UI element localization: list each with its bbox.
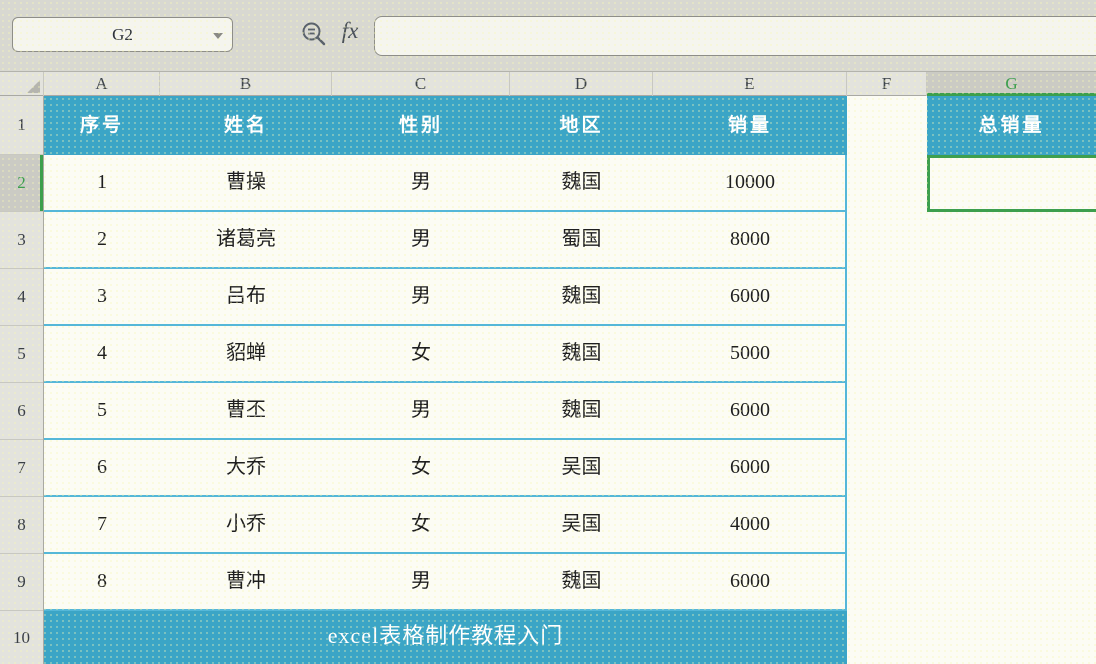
table-footer-banner[interactable]: excel表格制作教程入门 (44, 611, 847, 664)
table-row: 5 曹丕 男 魏国 6000 (44, 383, 847, 440)
table-body: 1 曹操 男 魏国 10000 2 诸葛亮 男 蜀国 8000 3 吕布 男 魏… (44, 155, 847, 611)
row-header-6[interactable]: 6 (0, 383, 43, 440)
column-header-e[interactable]: E (653, 72, 847, 96)
column-header-b[interactable]: B (160, 72, 332, 96)
cell-c7[interactable]: 女 (411, 456, 431, 478)
table-header-diqu[interactable]: 地区 (559, 115, 604, 136)
formula-input[interactable] (374, 16, 1096, 56)
select-all-triangle-icon (27, 80, 40, 93)
name-box-dropdown-icon[interactable] (213, 33, 223, 39)
select-all-corner[interactable] (0, 72, 44, 96)
cell-c2[interactable]: 男 (411, 171, 431, 193)
cell-b2[interactable]: 曹操 (226, 171, 266, 193)
cell-d5[interactable]: 魏国 (561, 342, 602, 364)
cell-e2[interactable]: 10000 (725, 171, 775, 193)
column-header-f[interactable]: F (847, 72, 927, 96)
cell-a6[interactable]: 5 (97, 399, 107, 421)
cell-d4[interactable]: 魏国 (561, 285, 602, 307)
row-header-2-selected[interactable]: 2 (0, 155, 43, 212)
row-header-10[interactable]: 10 (13, 627, 30, 647)
cell-b6[interactable]: 曹丕 (226, 399, 266, 421)
row-header-9[interactable]: 9 (0, 554, 43, 611)
row-header-4[interactable]: 4 (0, 269, 43, 326)
cell-a8[interactable]: 7 (97, 513, 107, 535)
row-header-3[interactable]: 3 (0, 212, 43, 269)
cell-e3[interactable]: 8000 (730, 228, 770, 250)
cell-b3[interactable]: 诸葛亮 (216, 228, 276, 250)
table-row: 1 曹操 男 魏国 10000 (44, 155, 847, 212)
cell-e4[interactable]: 6000 (730, 285, 770, 307)
row-header-1[interactable]: 1 (0, 96, 43, 155)
row-header-5[interactable]: 5 (0, 326, 43, 383)
cell-d8[interactable]: 吴国 (561, 513, 602, 535)
table-header-xingming[interactable]: 姓名 (223, 115, 268, 136)
cell-c5[interactable]: 女 (411, 342, 431, 364)
name-box[interactable]: G2 (12, 17, 233, 52)
cell-c6[interactable]: 男 (411, 399, 431, 421)
column-header-c[interactable]: C (332, 72, 510, 96)
cell-e6[interactable]: 6000 (730, 399, 770, 421)
cell-c3[interactable]: 男 (411, 228, 431, 250)
cell-c9[interactable]: 男 (411, 570, 431, 592)
cell-a2[interactable]: 1 (97, 171, 107, 193)
cell-e5[interactable]: 5000 (730, 342, 770, 364)
cell-g2-selected[interactable] (927, 155, 1096, 212)
table-row: 3 吕布 男 魏国 6000 (44, 269, 847, 326)
cell-g1-total-header[interactable]: 总销量 (927, 96, 1096, 155)
table-header-xuhao[interactable]: 序号 (79, 115, 124, 136)
table-header-row: 序号 姓名 性别 地区 销量 (44, 96, 847, 155)
row-header-column: 1 2 3 4 5 6 7 8 9 10 (0, 96, 44, 664)
table-row: 6 大乔 女 吴国 6000 (44, 440, 847, 497)
cell-e9[interactable]: 6000 (730, 570, 770, 592)
column-header-a[interactable]: A (44, 72, 160, 96)
table-header-xingbie[interactable]: 性别 (398, 115, 443, 136)
cell-e7[interactable]: 6000 (730, 456, 770, 478)
column-header-g-selected[interactable]: G (927, 72, 1096, 96)
cell-c8[interactable]: 女 (411, 513, 431, 535)
table-row: 2 诸葛亮 男 蜀国 8000 (44, 212, 847, 269)
column-header-d[interactable]: D (510, 72, 653, 96)
cell-b7[interactable]: 大乔 (226, 456, 266, 478)
cell-d6[interactable]: 魏国 (561, 399, 602, 421)
cell-d3[interactable]: 蜀国 (561, 228, 602, 250)
cell-a7[interactable]: 6 (97, 456, 107, 478)
cell-d2[interactable]: 魏国 (561, 171, 602, 193)
row-header-7[interactable]: 7 (0, 440, 43, 497)
cell-b5[interactable]: 貂蝉 (226, 342, 266, 364)
table-header-xiaoliang[interactable]: 销量 (727, 115, 772, 136)
insert-equation-icon[interactable] (300, 20, 328, 48)
column-header-row: A B C D E F G (0, 72, 1096, 96)
name-box-value: G2 (112, 24, 133, 44)
cell-a9[interactable]: 8 (97, 570, 107, 592)
row-header-8[interactable]: 8 (0, 497, 43, 554)
table-row: 7 小乔 女 吴国 4000 (44, 497, 847, 554)
cell-b8[interactable]: 小乔 (226, 513, 266, 535)
formula-bar-chrome: G2 fx (0, 0, 1096, 72)
cell-b9[interactable]: 曹冲 (226, 570, 266, 592)
table-row: 4 貂蝉 女 魏国 5000 (44, 326, 847, 383)
cell-a5[interactable]: 4 (97, 342, 107, 364)
fx-icon[interactable]: fx (341, 18, 359, 43)
table-row: 8 曹冲 男 魏国 6000 (44, 554, 847, 611)
cell-b4[interactable]: 吕布 (226, 285, 266, 307)
cell-a4[interactable]: 3 (97, 285, 107, 307)
cell-c4[interactable]: 男 (411, 285, 431, 307)
cell-d9[interactable]: 魏国 (561, 570, 602, 592)
cell-e8[interactable]: 4000 (730, 513, 770, 535)
cell-a3[interactable]: 2 (97, 228, 107, 250)
table-right-border (845, 155, 847, 611)
cell-d7[interactable]: 吴国 (561, 456, 602, 478)
